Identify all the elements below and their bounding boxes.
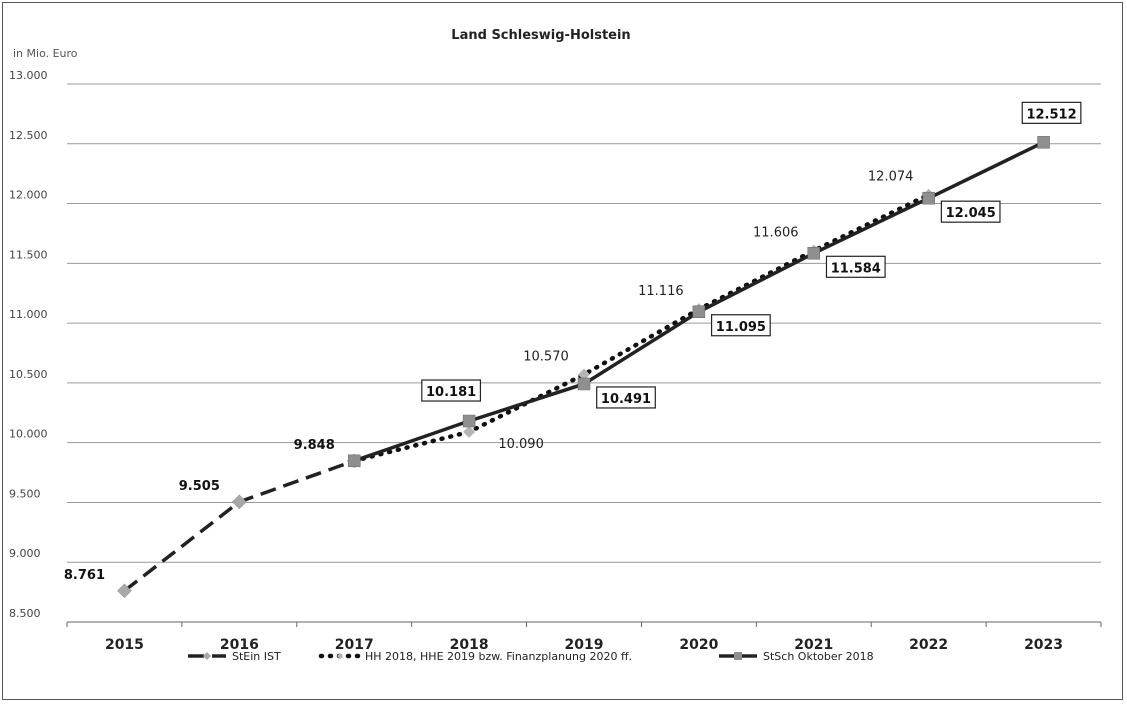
data-label: 10.570 [523,350,569,365]
legend-swatch-marker [203,652,211,660]
series-line-1 [351,192,931,464]
data-labels: 8.761 9.505 9.848 10.090 10.570 11.116 11.606 1… [64,101,1082,583]
data-label: 10.181 [426,385,476,400]
series-lines [123,140,1045,593]
y-tick-label: 13.000 [9,69,48,82]
data-point-marker [462,414,476,428]
data-label: 12.512 [1026,107,1076,122]
unit-label: in Mio. Euro [13,47,78,60]
data-point-marker [922,191,935,205]
data-label-box [421,379,482,402]
data-label: 11.584 [831,261,881,276]
series-line-0 [123,459,355,593]
x-tick-label: 2016 [220,637,259,653]
y-axis: 8.500 9.000 9.500 10.000 10.500 11.000 11.500 1… [9,69,48,620]
data-point-marker [1037,136,1050,149]
data-label: 8.761 [64,568,105,583]
data-point-marker [463,425,476,438]
data-point-marker [807,247,821,260]
data-label-box [710,314,771,337]
x-tick-label: 2023 [1024,637,1063,653]
legend-label: HH 2018, HHE 2019 bzw. Finanzplanung 202… [365,650,632,663]
data-label-box [825,255,886,278]
data-label: 11.116 [638,284,684,299]
data-label: 10.090 [498,437,544,452]
y-tick-label: 11.500 [9,248,48,261]
data-label: 11.606 [753,226,799,241]
y-tick-label: 10.000 [9,428,48,441]
legend-label: StEin IST [232,650,281,663]
y-tick-label: 11.000 [9,308,48,321]
data-point-marker [231,494,247,510]
data-label: 12.045 [946,206,996,221]
data-point-marker [577,377,591,391]
chart-title: Land Schleswig-Holstein [451,28,630,43]
x-tick-label: 2019 [565,637,604,653]
data-label: 9.848 [294,438,335,453]
y-tick-label: 12.500 [9,129,48,142]
x-tick-label: 2017 [335,637,374,653]
y-tick-label: 9.500 [9,487,41,500]
series-markers [117,136,1050,599]
x-axis: 2015 2016 2017 2018 2019 2020 2021 2022 2023 [66,622,1102,653]
data-label-box [596,386,656,409]
series-line-2 [353,140,1045,463]
x-tick-label: 2021 [794,637,833,653]
y-tick-label: 12.000 [9,189,48,202]
legend-swatch-marker [734,652,742,660]
x-tick-label: 2018 [450,637,489,653]
data-label: 12.074 [868,170,914,185]
legend: StEin IST HH 2018, HHE 2019 bzw. Finanzpl… [188,650,874,663]
data-label: 11.095 [716,320,766,335]
x-tick-label: 2022 [909,637,948,653]
x-tick-label: 2020 [679,637,718,653]
data-label: 9.505 [179,479,220,494]
data-label-box [1021,101,1082,124]
data-point-marker [117,583,132,599]
legend-label: StSch Oktober 2018 [763,650,874,663]
y-tick-label: 8.500 [9,607,41,620]
gridlines [67,83,1101,623]
data-point-marker [578,368,590,381]
y-tick-label: 9.000 [9,547,41,560]
x-tick-label: 2015 [105,637,144,653]
data-point-marker [692,305,706,319]
data-label: 10.491 [601,392,651,407]
data-label-box [940,200,1001,223]
y-tick-label: 10.500 [9,368,48,381]
legend-swatch-marker [337,653,343,659]
data-point-marker [347,454,361,468]
line-chart: Land Schleswig-Holstein in Mio. Euro 8.5… [9,28,1102,663]
